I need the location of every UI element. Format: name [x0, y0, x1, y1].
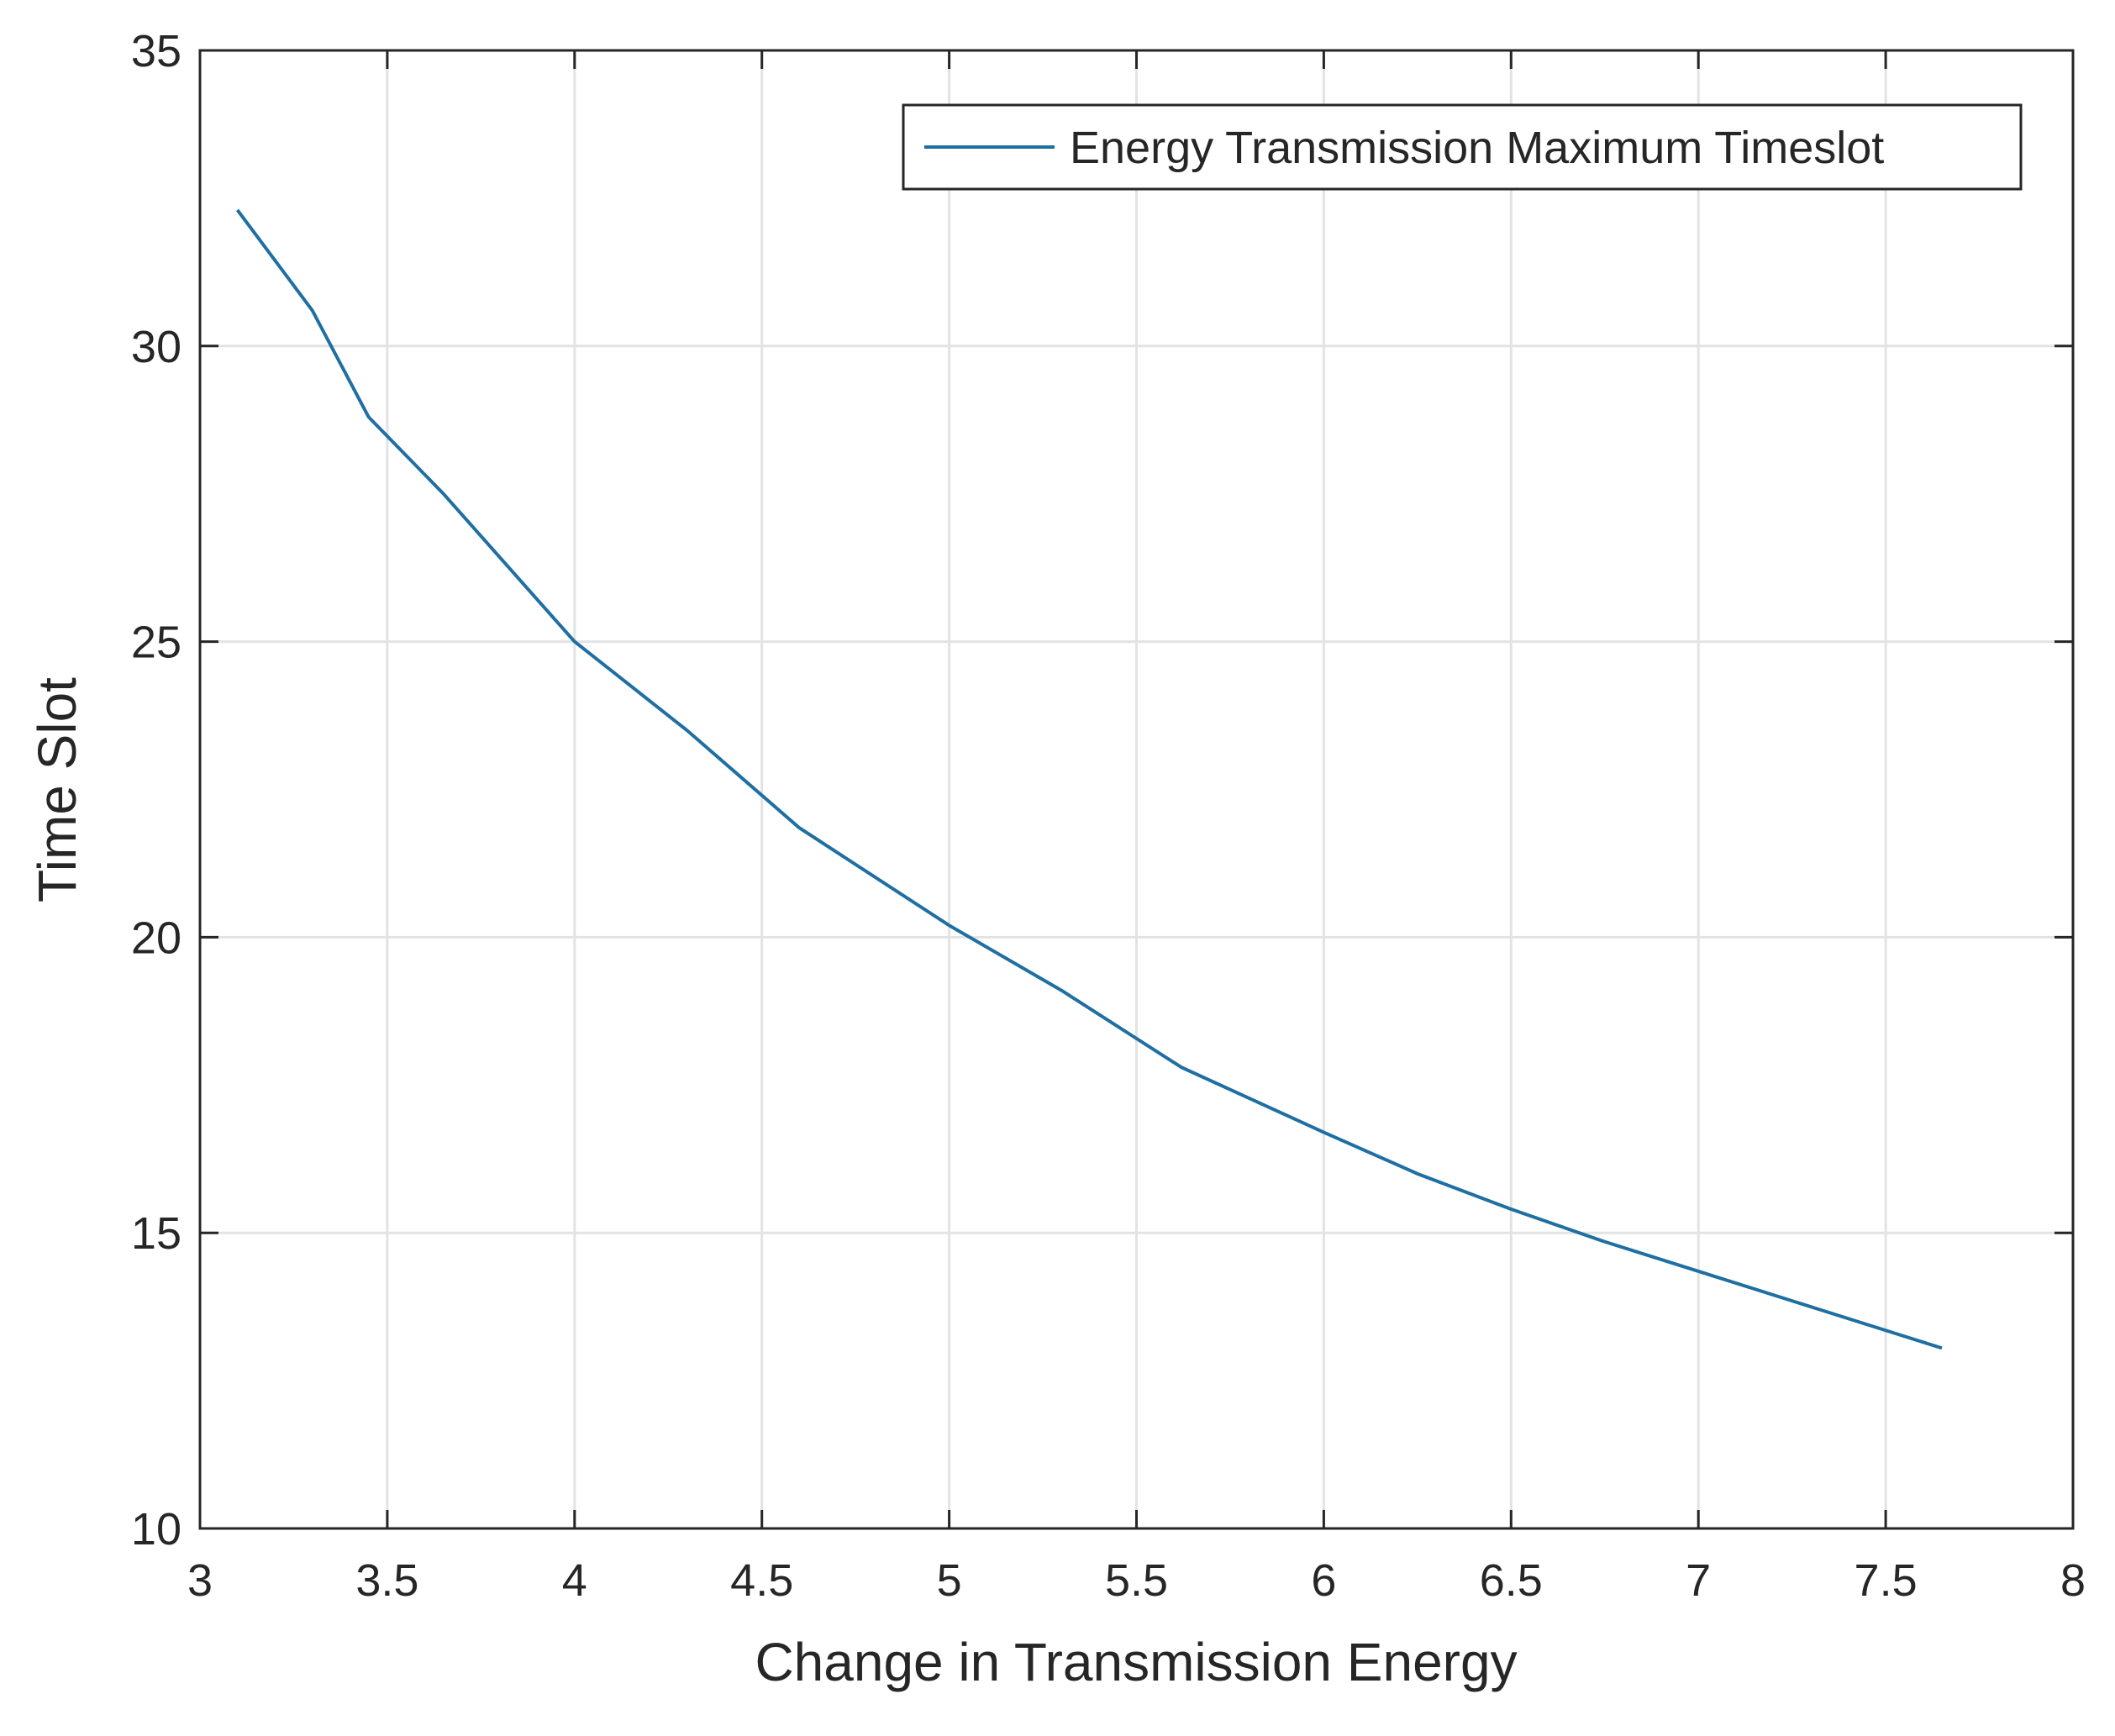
x-tick-label: 3	[187, 1555, 213, 1606]
y-tick-label: 15	[131, 1208, 182, 1259]
legend-box	[902, 103, 2023, 191]
x-tick-label: 4.5	[730, 1555, 793, 1606]
legend-label: Energy Transmission Maximum Timeslot	[1070, 123, 1884, 173]
y-axis-label: Time Slot	[27, 677, 87, 902]
y-tick-label: 35	[131, 26, 182, 76]
x-tick-label: 6.5	[1480, 1555, 1543, 1606]
y-tick-label: 30	[131, 322, 182, 372]
x-tick-label: 5.5	[1105, 1555, 1168, 1606]
x-tick-label: 5	[937, 1555, 962, 1606]
y-tick-label: 20	[131, 913, 182, 963]
x-tick-label: 4	[562, 1555, 587, 1606]
x-tick-label: 6	[1311, 1555, 1336, 1606]
x-tick-label: 3.5	[355, 1555, 418, 1606]
x-tick-label: 7	[1686, 1555, 1711, 1606]
x-axis-label: Change in Transmission Energy	[755, 1632, 1517, 1692]
x-tick-label: 8	[2060, 1555, 2086, 1606]
y-tick-label: 25	[131, 618, 182, 668]
x-tick-label: 7.5	[1855, 1555, 1918, 1606]
plot-frame	[198, 49, 2075, 1530]
data-line	[235, 208, 1943, 1350]
y-tick-label: 10	[131, 1504, 182, 1555]
